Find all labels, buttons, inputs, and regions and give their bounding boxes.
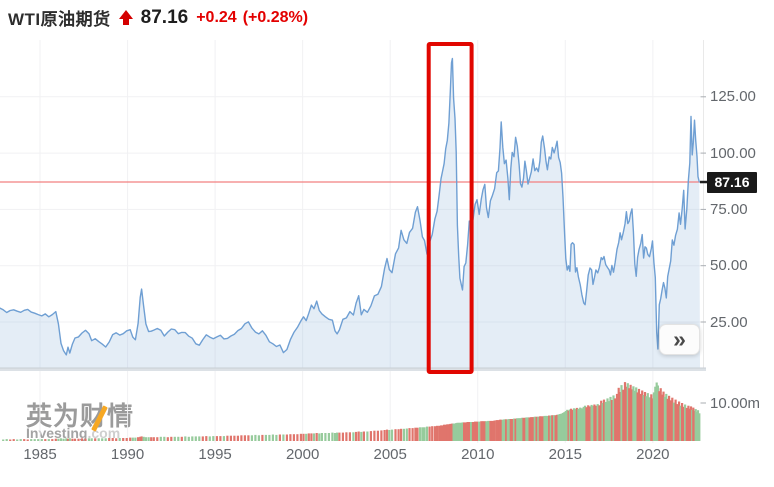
x-axis-label: 2020 bbox=[636, 446, 670, 463]
x-axis-label: 2005 bbox=[373, 446, 407, 463]
watermark-chinese-logo: 英为财情 bbox=[26, 401, 135, 431]
volume-bars bbox=[2, 382, 701, 441]
x-axis-label: 1990 bbox=[110, 446, 145, 463]
price-up-arrow-icon bbox=[118, 10, 133, 25]
y-axis-label: 25.00 bbox=[710, 313, 748, 331]
change-absolute: +0.24 bbox=[196, 8, 237, 26]
y-axis-label: 100.00 bbox=[710, 144, 756, 162]
investing-watermark: 英为财情 Investing.com bbox=[26, 403, 134, 440]
y-axis-label: 75.00 bbox=[710, 200, 748, 218]
last-price-axis-badge: 87.16 bbox=[707, 172, 757, 193]
x-axis-label: 2015 bbox=[548, 446, 582, 463]
price-area-fill bbox=[0, 58, 700, 368]
expand-chart-button[interactable]: » bbox=[659, 324, 700, 355]
price-change: +0.24 (+0.28%) bbox=[196, 9, 308, 27]
x-axis-label: 1985 bbox=[23, 446, 57, 463]
volume-axis-label: 10.00m bbox=[710, 395, 761, 412]
x-axis-label: 1995 bbox=[198, 446, 232, 463]
y-axis-label: 125.00 bbox=[710, 88, 756, 106]
x-axis-label: 2010 bbox=[461, 446, 495, 463]
instrument-header: WTI原油期货 87.16 +0.24 (+0.28%) bbox=[8, 5, 308, 30]
instrument-title: WTI原油期货 bbox=[8, 10, 111, 29]
last-price: 87.16 bbox=[140, 6, 189, 28]
y-axis-label: 50.00 bbox=[710, 257, 748, 275]
highlight-box-2008-spike bbox=[426, 42, 474, 374]
price-line bbox=[0, 57, 700, 356]
pane-divider bbox=[0, 368, 706, 371]
x-axis-label: 2000 bbox=[285, 446, 320, 463]
change-percent: (+0.28%) bbox=[242, 8, 309, 26]
